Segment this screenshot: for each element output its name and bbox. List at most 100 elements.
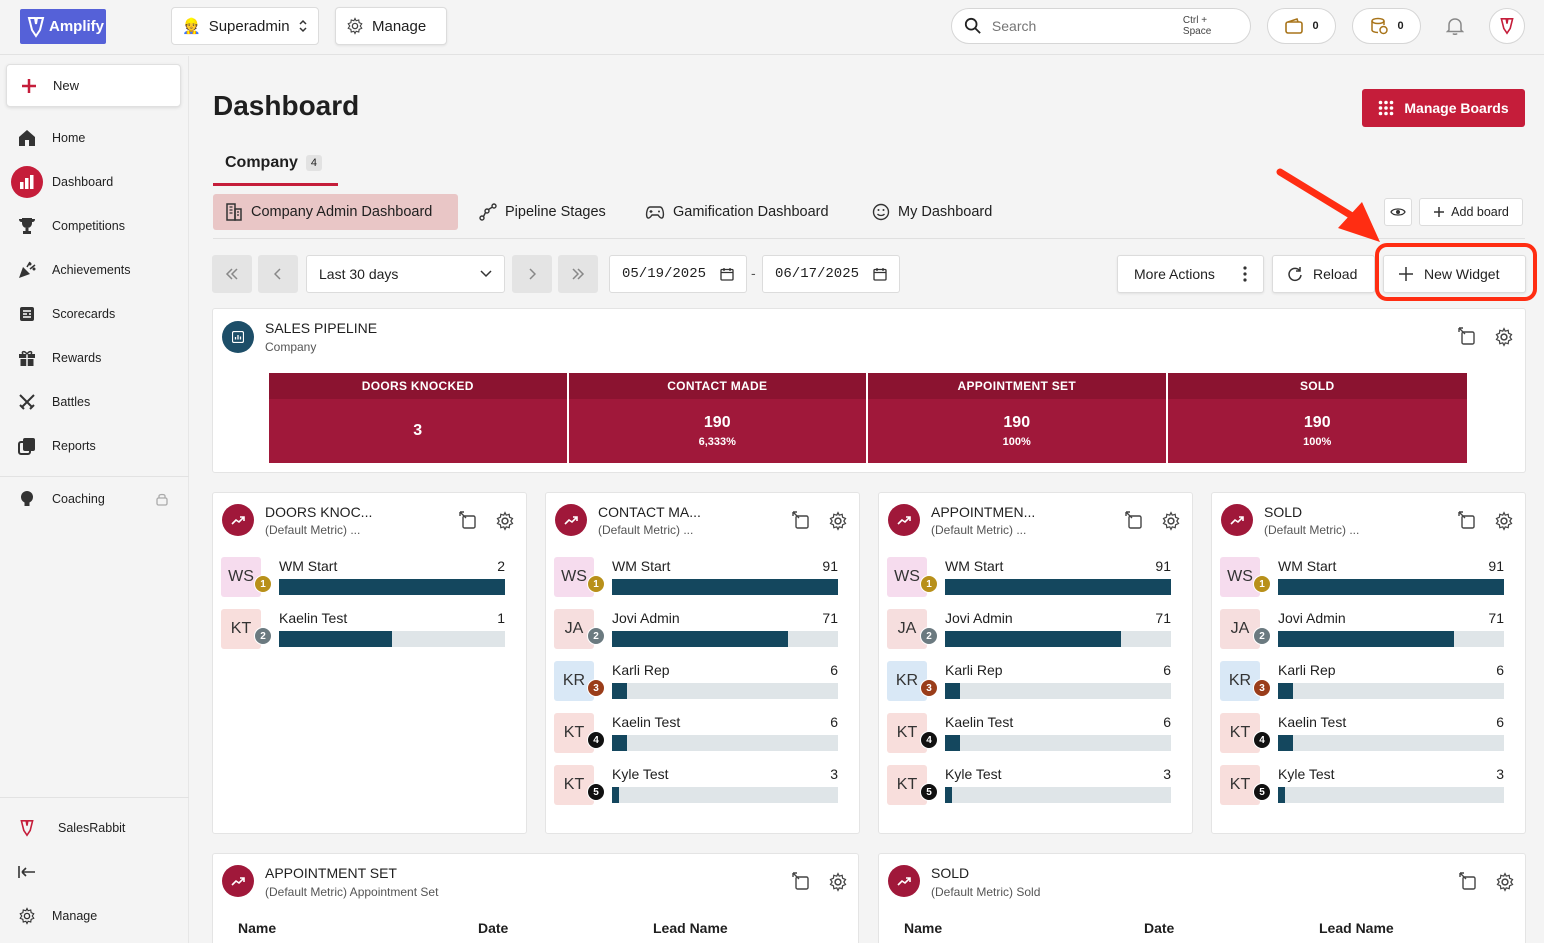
avatar: KT (221, 609, 261, 649)
leaderboard-name: WM Start (1278, 558, 1337, 574)
end-date-input[interactable]: 06/17/2025 (762, 255, 900, 293)
gear-icon[interactable] (495, 511, 515, 531)
widget-subtitle: (Default Metric) Sold (931, 885, 1041, 899)
sidebar-item-competitions[interactable]: Competitions (0, 208, 189, 244)
building-icon (226, 203, 242, 221)
board-tab-gamification[interactable]: Gamification Dashboard (633, 194, 841, 230)
new-button[interactable]: New (6, 64, 181, 107)
pipeline-stage[interactable]: CONTACT MADE 190 6,333% (568, 373, 868, 463)
start-date-input[interactable]: 05/19/2025 (609, 255, 747, 293)
board-tab-pipeline-stages[interactable]: Pipeline Stages (467, 194, 618, 230)
add-board-label: Add board (1451, 205, 1509, 219)
widget-actions (459, 511, 515, 531)
expand-icon[interactable] (1458, 511, 1478, 531)
sidebar-item-manage[interactable]: Manage (0, 898, 189, 934)
manage-button[interactable]: Manage (335, 7, 447, 45)
expand-icon[interactable] (792, 872, 812, 892)
expand-icon[interactable] (1459, 872, 1479, 892)
sidebar-item-reports[interactable]: Reports (0, 428, 189, 464)
table-header-date[interactable]: Date (1144, 920, 1175, 936)
table-header-lead-name[interactable]: Lead Name (1319, 920, 1394, 936)
table-header-name[interactable]: Name (238, 920, 277, 936)
expand-icon[interactable] (459, 511, 479, 531)
leaderboard-row[interactable]: KT 5 Kyle Test 3 (554, 765, 838, 809)
table-header-name[interactable]: Name (904, 920, 943, 936)
sidebar-item-home[interactable]: Home (0, 120, 189, 156)
manage-boards-button[interactable]: Manage Boards (1362, 89, 1525, 127)
gear-icon[interactable] (1494, 511, 1514, 531)
sidebar-item-salesrabbit[interactable]: SalesRabbit (0, 810, 189, 846)
annotation-arrow (1276, 168, 1380, 242)
rank-badge: 3 (587, 679, 605, 697)
gear-icon[interactable] (1495, 872, 1515, 892)
leaderboard-widget: SOLD (Default Metric) ... WS 1 WM Start 9… (1211, 492, 1526, 834)
leaderboard-name: Jovi Admin (945, 610, 1013, 626)
leaderboard-row[interactable]: KR 3 Karli Rep 6 (1220, 661, 1504, 705)
tab-company[interactable]: Company 4 (213, 150, 338, 186)
last-period-button[interactable] (558, 255, 598, 293)
table-header-lead-name[interactable]: Lead Name (653, 920, 728, 936)
gear-icon[interactable] (1494, 327, 1514, 347)
coins-counter[interactable]: 0 (1352, 8, 1421, 44)
leaderboard-row[interactable]: JA 2 Jovi Admin 71 (1220, 609, 1504, 653)
leaderboard-row[interactable]: KT 4 Kaelin Test 6 (1220, 713, 1504, 757)
notifications-button[interactable] (1437, 8, 1473, 44)
expand-icon[interactable] (1125, 511, 1145, 531)
sidebar-item-dashboard[interactable]: Dashboard (0, 164, 189, 200)
leaderboard-row[interactable]: KT 5 Kyle Test 3 (1220, 765, 1504, 809)
leaderboard-row[interactable]: KT 4 Kaelin Test 6 (887, 713, 1171, 757)
date-preset-select[interactable]: Last 30 days (306, 255, 505, 293)
leaderboard-row[interactable]: WS 1 WM Start 2 (221, 557, 505, 601)
sidebar-item-scorecards[interactable]: Scorecards (0, 296, 189, 332)
next-period-button[interactable] (512, 255, 552, 293)
progress-bar-fill (945, 683, 960, 699)
sidebar-item-rewards[interactable]: Rewards (0, 340, 189, 376)
pipeline-stage[interactable]: SOLD 190 100% (1167, 373, 1467, 463)
leaderboard-row[interactable]: WS 1 WM Start 91 (887, 557, 1171, 601)
leaderboard-row[interactable]: KT 5 Kyle Test 3 (887, 765, 1171, 809)
toggle-visibility-button[interactable] (1384, 198, 1412, 226)
wallet-counter[interactable]: 0 (1267, 8, 1336, 44)
leaderboard-row[interactable]: KT 4 Kaelin Test 6 (554, 713, 838, 757)
expand-icon[interactable] (1458, 327, 1478, 347)
pipeline-stage[interactable]: DOORS KNOCKED 3 (269, 373, 569, 463)
leaderboard-row[interactable]: KR 3 Karli Rep 6 (554, 661, 838, 705)
progress-bar-fill (612, 735, 627, 751)
leaderboard-row[interactable]: WS 1 WM Start 91 (1220, 557, 1504, 601)
leaderboard-value: 91 (822, 558, 838, 574)
gear-icon[interactable] (828, 511, 848, 531)
user-avatar-button[interactable] (1489, 8, 1525, 44)
collapse-sidebar-button[interactable] (0, 854, 189, 890)
progress-bar (612, 735, 838, 751)
new-widget-button[interactable]: New Widget (1383, 255, 1526, 293)
role-selector[interactable]: 👷 Superadmin (171, 7, 319, 45)
gear-icon[interactable] (1161, 511, 1181, 531)
leaderboard-row[interactable]: KT 2 Kaelin Test 1 (221, 609, 505, 653)
table-header-date[interactable]: Date (478, 920, 509, 936)
board-tab-company-admin[interactable]: Company Admin Dashboard (213, 194, 458, 230)
leaderboard-row[interactable]: JA 2 Jovi Admin 71 (554, 609, 838, 653)
expand-icon[interactable] (792, 511, 812, 531)
trending-up-icon (222, 504, 254, 536)
board-tab-my-dashboard[interactable]: My Dashboard (860, 194, 1004, 230)
leaderboard-row[interactable]: KR 3 Karli Rep 6 (887, 661, 1171, 705)
calendar-icon (873, 268, 887, 281)
leaderboard-row[interactable]: WS 1 WM Start 91 (554, 557, 838, 601)
search-bar[interactable]: Ctrl + Space (951, 8, 1251, 44)
leaderboard-row[interactable]: JA 2 Jovi Admin 71 (887, 609, 1171, 653)
add-board-button[interactable]: Add board (1419, 198, 1523, 226)
previous-period-button[interactable] (258, 255, 298, 293)
reload-button[interactable]: Reload (1272, 255, 1375, 293)
app-logo[interactable]: Amplify (20, 9, 106, 44)
sidebar-item-battles[interactable]: Battles (0, 384, 189, 420)
search-input[interactable] (991, 18, 1173, 34)
sidebar-item-coaching[interactable]: Coaching (0, 481, 189, 517)
first-period-button[interactable] (212, 255, 252, 293)
avatar: KT (887, 713, 927, 753)
pipeline-stage[interactable]: APPOINTMENT SET 190 100% (868, 373, 1168, 463)
gear-icon[interactable] (828, 872, 848, 892)
progress-bar-fill (612, 579, 838, 595)
leaderboard-value: 71 (1488, 610, 1504, 626)
more-actions-button[interactable]: More Actions (1117, 255, 1264, 293)
sidebar-item-achievements[interactable]: Achievements (0, 252, 189, 288)
